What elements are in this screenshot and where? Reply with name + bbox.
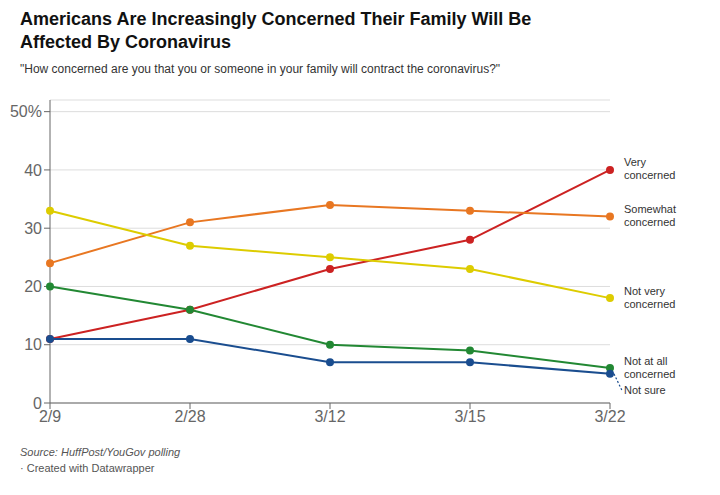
svg-text:3/15: 3/15 — [454, 408, 485, 425]
svg-text:Somewhatconcerned: Somewhatconcerned — [624, 203, 676, 228]
svg-text:10: 10 — [24, 336, 42, 353]
svg-text:40: 40 — [24, 162, 42, 179]
svg-text:50%: 50% — [10, 103, 42, 120]
svg-text:20: 20 — [24, 278, 42, 295]
svg-text:Veryconcerned: Veryconcerned — [624, 156, 675, 181]
html-text:· Created with Datawrapper: · Created with Datawrapper — [20, 462, 155, 474]
svg-text:2/28: 2/28 — [174, 408, 205, 425]
svg-text:30: 30 — [24, 220, 42, 237]
html-text:"How concerned are you that yo: "How concerned are you that you or someo… — [20, 62, 501, 76]
svg-text:Not sure: Not sure — [624, 383, 666, 395]
html-text:Americans Are Increasingly Con: Americans Are Increasingly Concerned The… — [20, 9, 532, 29]
svg-text:2/9: 2/9 — [39, 408, 61, 425]
svg-text:Not veryconcerned: Not veryconcerned — [624, 285, 675, 310]
svg-text:3/22: 3/22 — [594, 408, 625, 425]
svg-text:Not at allconcerned: Not at allconcerned — [624, 354, 675, 379]
svg-text:0: 0 — [33, 395, 42, 412]
svg-text:3/12: 3/12 — [314, 408, 345, 425]
html-text:Affected By Coronavirus: Affected By Coronavirus — [20, 32, 231, 52]
html-text:Source: HuffPost/YouGov pollin: Source: HuffPost/YouGov polling — [20, 446, 181, 458]
